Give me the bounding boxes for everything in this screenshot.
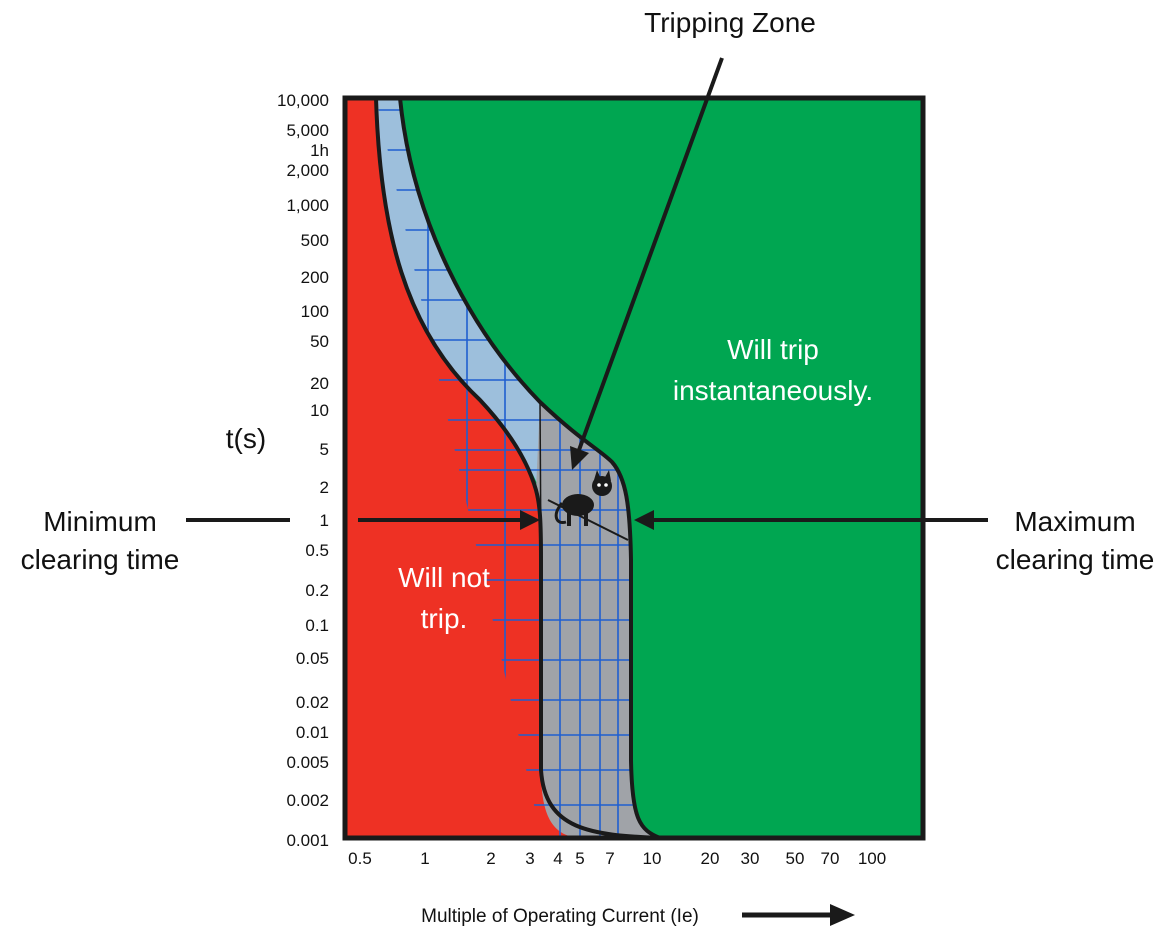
y-tick-label: 0.005 bbox=[286, 753, 329, 772]
diagram-title: Tripping Zone bbox=[644, 7, 816, 38]
y-tick-label: 2,000 bbox=[286, 161, 329, 180]
y-tick-label: 1h bbox=[310, 141, 329, 160]
y-tick-label: 0.02 bbox=[296, 693, 329, 712]
x-tick-label: 100 bbox=[858, 849, 886, 868]
y-tick-label: 10,000 bbox=[277, 91, 329, 110]
x-tick-label: 0.5 bbox=[348, 849, 372, 868]
y-tick-label: 100 bbox=[301, 302, 329, 321]
y-tick-label: 500 bbox=[301, 231, 329, 250]
y-tick-label: 0.2 bbox=[305, 581, 329, 600]
x-tick-label: 50 bbox=[786, 849, 805, 868]
x-tick-labels: 0.5 1 2 3 4 5 7 10 20 30 50 70 100 bbox=[348, 849, 886, 868]
y-tick-label: 5,000 bbox=[286, 121, 329, 140]
minimum-clearing-label-line1: Minimum bbox=[43, 506, 157, 537]
y-tick-label: 0.002 bbox=[286, 791, 329, 810]
no-trip-label-line2: trip. bbox=[421, 603, 468, 634]
x-axis-arrowhead bbox=[830, 904, 855, 926]
y-tick-label: 5 bbox=[320, 440, 329, 459]
x-axis-label: Multiple of Operating Current (Ie) bbox=[421, 906, 699, 927]
tripping-band-upper bbox=[376, 98, 541, 495]
y-tick-label: 20 bbox=[310, 374, 329, 393]
y-tick-label: 200 bbox=[301, 268, 329, 287]
no-trip-label-line1: Will not bbox=[398, 562, 490, 593]
plot-frame bbox=[342, 95, 926, 841]
y-tick-label: 50 bbox=[310, 332, 329, 351]
cat-icon bbox=[547, 470, 629, 541]
y-tick-label: 0.05 bbox=[296, 649, 329, 668]
x-tick-label: 7 bbox=[605, 849, 614, 868]
y-tick-label: 1,000 bbox=[286, 196, 329, 215]
y-tick-label: 2 bbox=[320, 478, 329, 497]
maximum-clearing-label-line2: clearing time bbox=[996, 544, 1155, 575]
maximum-clearing-curve bbox=[398, 97, 661, 840]
tripping-zone-arrow bbox=[577, 57, 724, 451]
x-tick-label: 10 bbox=[643, 849, 662, 868]
y-axis-label: t(s) bbox=[226, 423, 266, 454]
y-tick-label: 0.5 bbox=[305, 541, 329, 560]
tripping-zone-arrowhead bbox=[570, 446, 589, 470]
minimum-clearing-label-line2: clearing time bbox=[21, 544, 180, 575]
x-tick-label: 5 bbox=[575, 849, 584, 868]
x-tick-label: 4 bbox=[553, 849, 562, 868]
y-tick-label: 0.01 bbox=[296, 723, 329, 742]
trip-label-line2: instantaneously. bbox=[673, 375, 873, 406]
x-tick-label: 2 bbox=[486, 849, 495, 868]
trip-label-line1: Will trip bbox=[727, 334, 819, 365]
minimum-clearing-arrowhead bbox=[520, 510, 540, 530]
x-tick-label: 3 bbox=[525, 849, 534, 868]
maximum-clearing-label-line1: Maximum bbox=[1014, 506, 1135, 537]
x-tick-label: 20 bbox=[701, 849, 720, 868]
x-tick-label: 30 bbox=[741, 849, 760, 868]
no-trip-region bbox=[345, 98, 660, 838]
x-tick-label: 70 bbox=[821, 849, 840, 868]
band-divider-line bbox=[539, 401, 542, 561]
y-tick-label: 1 bbox=[320, 511, 329, 530]
y-tick-label: 10 bbox=[310, 401, 329, 420]
y-tick-label: 0.1 bbox=[305, 616, 329, 635]
x-tick-label: 1 bbox=[420, 849, 429, 868]
y-tick-label: 0.001 bbox=[286, 831, 329, 850]
minimum-clearing-curve bbox=[374, 97, 661, 840]
maximum-clearing-arrowhead bbox=[634, 510, 654, 530]
